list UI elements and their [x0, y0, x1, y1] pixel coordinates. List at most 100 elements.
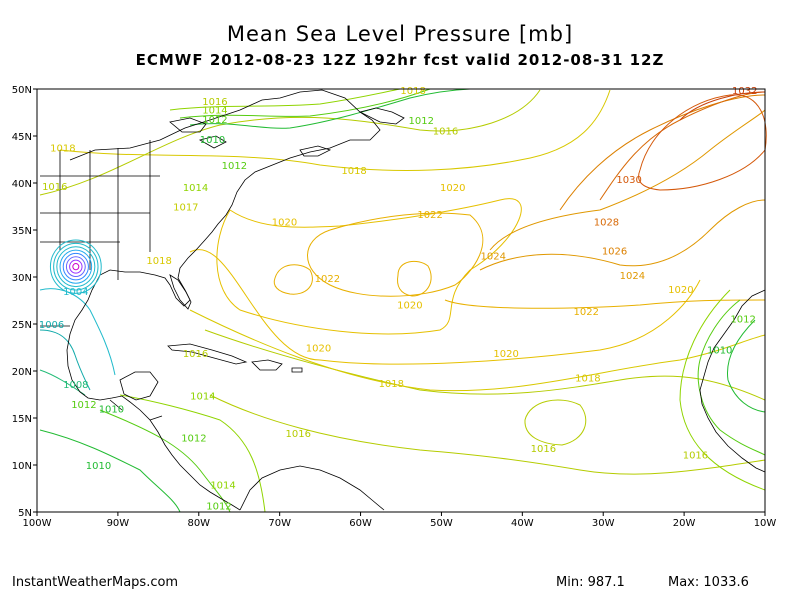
contour-label: 1012: [222, 161, 247, 172]
contour-label: 1022: [417, 210, 442, 221]
contour-label: 1016: [683, 451, 708, 462]
lon-label: 60W: [349, 518, 372, 529]
map-frame: [36, 88, 766, 513]
contour-label: 1020: [440, 183, 465, 194]
lat-label: 10N: [12, 461, 32, 472]
lon-label: 80W: [187, 518, 210, 529]
contour-label: 1020: [668, 285, 693, 296]
contour-label: 1026: [602, 247, 627, 258]
max-value: 1033.6: [703, 575, 749, 590]
contour-line: [189, 309, 766, 392]
contour-label: 1030: [616, 175, 641, 186]
contour-label: 1016: [433, 126, 458, 137]
contour-label: 1010: [707, 345, 732, 356]
contour-label: 1010: [99, 405, 124, 416]
contour-line: [169, 88, 401, 111]
lat-label: 25N: [12, 320, 32, 331]
min-label: Min:: [556, 575, 584, 590]
coastlines: [40, 89, 766, 511]
lon-label: 90W: [107, 518, 130, 529]
contour-line: [39, 89, 541, 196]
contour-line: [39, 288, 116, 376]
contour-label: 1028: [594, 218, 619, 229]
contour-label: 1018: [575, 374, 600, 385]
contour-label: 1018: [50, 143, 75, 154]
contour-label: 1014: [202, 106, 227, 117]
map-subtitle: ECMWF 2012-08-23 12Z 192hr fcst valid 20…: [135, 51, 665, 69]
contour-label: 1020: [272, 218, 297, 229]
low-pressure-center: [49, 239, 102, 294]
contour-line: [489, 109, 766, 251]
contour-line: [307, 212, 484, 297]
contour-label: 1018: [341, 166, 366, 177]
lon-label: 30W: [592, 518, 615, 529]
lon-label: 10W: [754, 518, 777, 529]
contour-label: 1014: [190, 391, 215, 402]
low-ring: [49, 239, 102, 294]
min-value: 987.1: [587, 575, 625, 590]
max-readout: Max: 1033.6: [668, 575, 749, 590]
low-ring: [53, 242, 99, 291]
contour-line: [479, 199, 766, 271]
contour-label: 1016: [42, 182, 67, 193]
contour-label: 1016: [183, 349, 208, 360]
contour-line: [39, 329, 91, 391]
contour-line: [209, 394, 766, 475]
contour-label: 1012: [71, 400, 96, 411]
contour-line: [119, 394, 266, 513]
lon-label: 40W: [511, 518, 534, 529]
low-ring: [65, 256, 86, 278]
contour-label: 1022: [574, 307, 599, 318]
lon-label: 20W: [673, 518, 696, 529]
lat-label: 35N: [12, 226, 32, 237]
contour-label: 1014: [183, 183, 208, 194]
site-credit: InstantWeatherMaps.com: [12, 575, 179, 590]
contour-line: [204, 329, 766, 401]
lat-label: 40N: [12, 179, 32, 190]
contour-line: [189, 88, 471, 129]
contour-label: 1010: [86, 461, 111, 472]
contour-label: 1008: [63, 380, 88, 391]
contour-label: 1024: [620, 271, 645, 282]
contour-label: 1017: [173, 203, 198, 214]
map-axes: 100W 90W 80W 70W 60W 50W 40W 30W 20W 10W 50N 45N 40N…: [12, 85, 777, 529]
contour-label: 1014: [210, 481, 235, 492]
contour-label: 1016: [531, 444, 556, 455]
contour-label: 1012: [730, 314, 755, 325]
contour-line: [559, 94, 766, 211]
contour-line: [273, 264, 313, 295]
contour-line: [599, 91, 766, 201]
contour-label: 1032: [732, 86, 757, 97]
low-ring: [62, 252, 89, 281]
contour-line: [638, 94, 767, 191]
lat-label: 5N: [18, 508, 32, 519]
contour-label: 1004: [63, 287, 88, 298]
low-ring: [72, 263, 80, 271]
contour-line: [444, 299, 766, 309]
contour-label: 1006: [39, 320, 64, 331]
contour-label: 1012: [181, 434, 206, 445]
contour-line: [99, 409, 231, 513]
lat-label: 45N: [12, 132, 32, 143]
lon-label: 70W: [268, 518, 291, 529]
contour-label: 1024: [480, 251, 505, 262]
lat-label: 15N: [12, 414, 32, 425]
contour-label: 1012: [408, 116, 433, 127]
contour-label: 1018: [400, 86, 425, 97]
lon-label: 100W: [23, 518, 52, 529]
contour-line: [189, 249, 701, 365]
lat-label: 50N: [12, 85, 32, 96]
lat-label: 20N: [12, 367, 32, 378]
contour-label: 1012: [202, 115, 227, 126]
low-ring: [59, 249, 93, 284]
contour-label: 1022: [315, 274, 340, 285]
contour-line: [726, 319, 766, 413]
contour-label: 1020: [493, 349, 518, 360]
contour-line: [59, 89, 611, 171]
low-ring: [56, 246, 96, 288]
lat-label: 30N: [12, 273, 32, 284]
contour-line: [397, 260, 432, 297]
contour-label: 1020: [306, 344, 331, 355]
